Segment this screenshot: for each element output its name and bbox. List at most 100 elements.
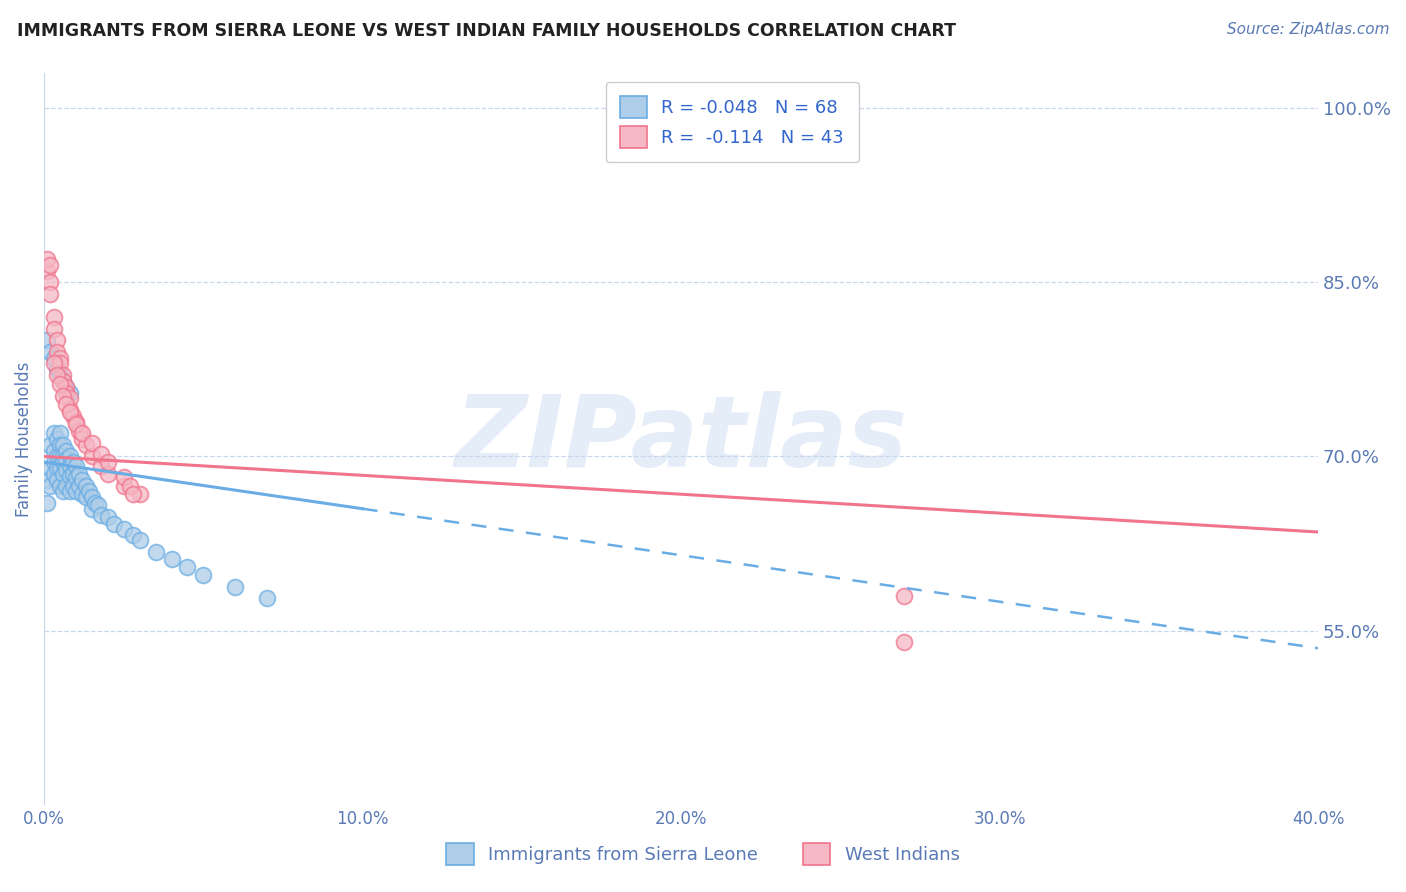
Point [55,397,77,411]
Point [39,286,62,301]
Point [52,467,75,481]
Point [37,333,59,347]
Point [75,478,97,492]
Text: Source: ZipAtlas.com: Source: ZipAtlas.com [1226,22,1389,37]
Point [52,455,75,469]
Text: IMMIGRANTS FROM SIERRA LEONE VS WEST INDIAN FAMILY HOUSEHOLDS CORRELATION CHART: IMMIGRANTS FROM SIERRA LEONE VS WEST IND… [17,22,956,40]
Point [58,392,80,406]
Point [42,351,65,365]
Point [256,591,278,606]
Point [49,377,72,392]
Point [72,486,94,500]
Point [42,467,65,481]
Point [80,435,103,450]
Point [90,458,112,473]
Point [52,368,75,383]
Point [52,374,75,388]
Point [49,351,72,365]
Point [65,458,87,473]
Point [49,426,72,441]
Point [49,450,72,464]
Point [65,484,87,499]
Point [224,580,246,594]
Point [55,380,77,394]
Point [77,484,100,499]
Point [120,478,142,492]
Point [103,516,125,531]
Legend: R = -0.048   N = 68, R =  -0.114   N = 43: R = -0.048 N = 68, R = -0.114 N = 43 [606,82,859,162]
Point [45,473,67,487]
Point [42,321,65,335]
Point [67,424,90,438]
Point [55,451,77,466]
Point [55,463,77,477]
Point [52,389,75,403]
Point [72,432,94,446]
Point [62,455,84,469]
Point [122,486,145,500]
Point [72,426,94,441]
Point [45,368,67,383]
Point [55,385,77,400]
Point [112,521,135,535]
Point [52,374,75,388]
Point [62,409,84,423]
Point [75,490,97,504]
Point [65,415,87,429]
Point [58,403,80,417]
Point [55,380,77,394]
Point [42,443,65,458]
Point [128,533,150,548]
Point [62,478,84,492]
Point [893,589,915,603]
Point [67,478,90,492]
Point [84,496,107,510]
Point [52,484,75,499]
Point [45,450,67,464]
Point [65,470,87,484]
Point [45,432,67,446]
Point [893,635,915,649]
Point [49,368,72,383]
Point [39,461,62,475]
Point [37,252,59,266]
Point [58,469,80,483]
Point [37,263,59,277]
Y-axis label: Family Households: Family Households [15,361,32,516]
Point [80,501,103,516]
Point [55,443,77,458]
Point [49,478,72,492]
Point [52,438,75,452]
Point [52,450,75,464]
Point [39,258,62,272]
Point [39,275,62,289]
Point [90,508,112,522]
Point [39,438,62,452]
Point [45,362,67,376]
Point [58,450,80,464]
Point [39,478,62,492]
Point [37,473,59,487]
Point [97,509,120,524]
Legend: Immigrants from Sierra Leone, West Indians: Immigrants from Sierra Leone, West India… [439,836,967,872]
Point [42,455,65,469]
Point [45,344,67,359]
Point [42,426,65,441]
Point [160,551,183,566]
Point [145,545,167,559]
Point [58,484,80,499]
Point [39,344,62,359]
Point [90,447,112,461]
Point [58,405,80,419]
Point [97,467,120,481]
Point [42,310,65,324]
Point [80,450,103,464]
Point [80,490,103,504]
Point [62,467,84,481]
Point [58,458,80,473]
Point [45,461,67,475]
Point [72,473,94,487]
Point [122,528,145,542]
Point [193,568,215,582]
Point [55,478,77,492]
